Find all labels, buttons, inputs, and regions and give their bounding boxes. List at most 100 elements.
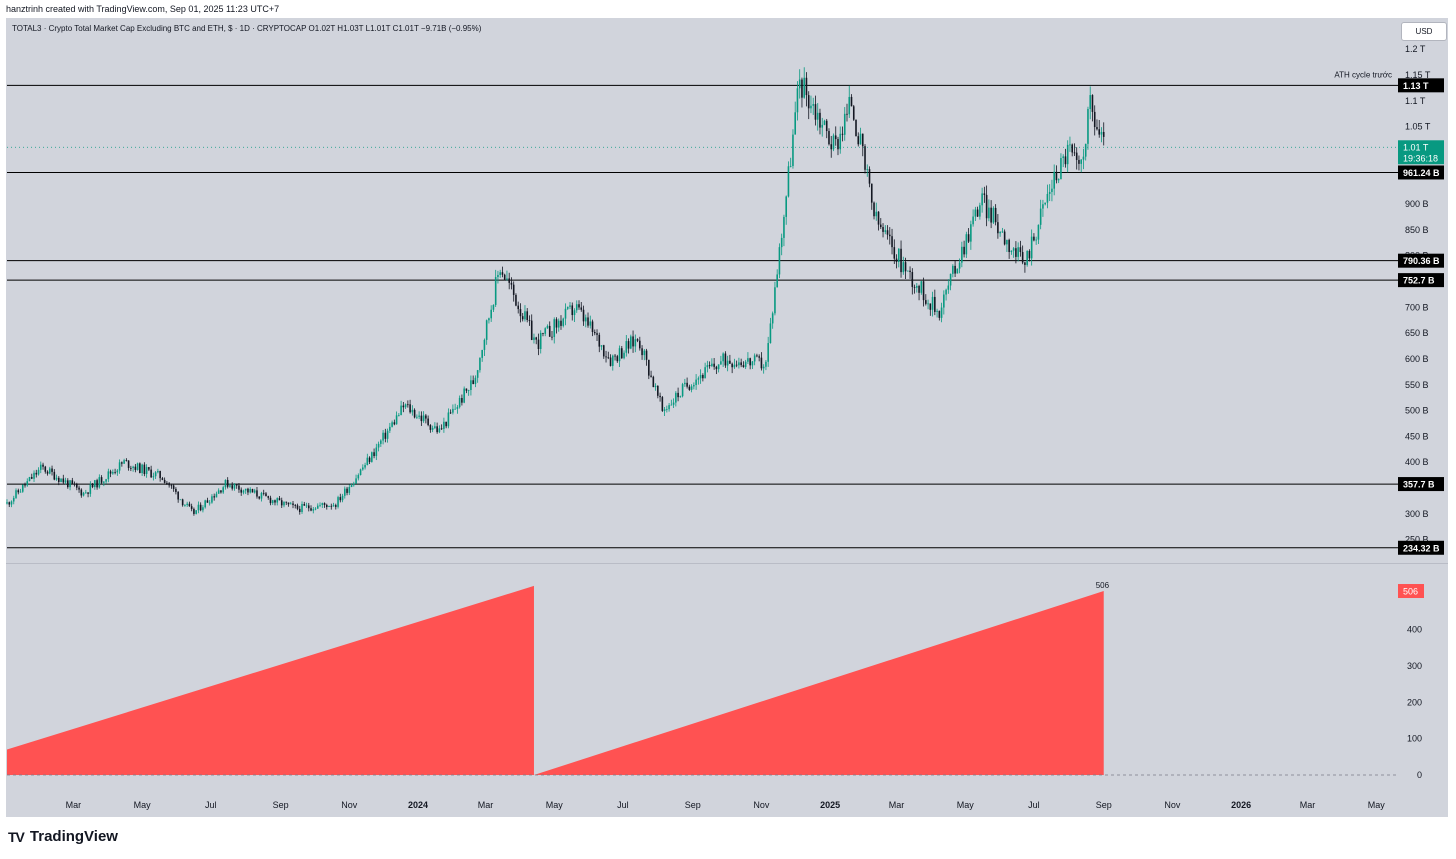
candle-body xyxy=(179,499,182,501)
candle-body xyxy=(55,477,58,480)
candle-body xyxy=(30,477,33,479)
candle-body xyxy=(332,505,335,507)
candle-body xyxy=(1100,131,1103,135)
candle-body xyxy=(170,485,173,487)
candle-body xyxy=(186,503,188,505)
candle-body xyxy=(555,319,558,328)
x-tick-label: Mar xyxy=(478,800,494,810)
candle-body xyxy=(420,415,423,422)
candle-body xyxy=(675,392,677,403)
candle-body xyxy=(952,265,954,274)
level-price-badge xyxy=(1398,273,1444,288)
candle-body xyxy=(886,230,889,235)
candle-body xyxy=(141,464,143,474)
candle-body xyxy=(1087,109,1089,144)
candle-body xyxy=(296,505,299,509)
candle-body xyxy=(659,395,661,398)
candle-body xyxy=(812,104,815,106)
candle-body xyxy=(427,418,429,426)
candle-body xyxy=(1003,231,1006,245)
candle-body xyxy=(553,319,556,337)
candle-body xyxy=(73,483,76,485)
candle-body xyxy=(377,443,380,448)
candle-body xyxy=(497,274,499,278)
candle-body xyxy=(636,339,639,341)
candle-body xyxy=(600,345,603,347)
candle-body xyxy=(805,77,808,96)
candle-body xyxy=(418,415,420,417)
candle-body xyxy=(823,120,826,125)
y-tick-label: 250 B xyxy=(1405,535,1429,545)
candle-body xyxy=(467,389,470,391)
candle-body xyxy=(521,316,524,320)
candle-body xyxy=(990,207,992,223)
candle-body xyxy=(382,432,384,441)
candle-body xyxy=(747,358,749,362)
candle-body xyxy=(1071,144,1073,153)
candle-body xyxy=(517,305,520,310)
candle-body xyxy=(614,355,616,357)
level-price-label: 790.36 B xyxy=(1403,256,1440,266)
currency-selector[interactable]: USD xyxy=(1401,22,1447,41)
candle-body xyxy=(909,270,911,273)
candle-body xyxy=(215,493,218,498)
candle-body xyxy=(285,501,288,503)
candle-body xyxy=(1064,156,1067,165)
pane-separator[interactable] xyxy=(6,563,1448,564)
candle-body xyxy=(891,236,893,248)
candle-body xyxy=(235,483,238,486)
candle-body xyxy=(652,376,655,388)
candle-body xyxy=(443,421,445,429)
candle-body xyxy=(512,284,515,295)
candle-body xyxy=(1062,156,1064,159)
candle-body xyxy=(411,409,414,413)
candle-body xyxy=(913,286,916,288)
candle-body xyxy=(720,361,722,365)
brand[interactable]: TV TradingView xyxy=(8,828,118,845)
candle-body xyxy=(48,468,51,474)
candle-body xyxy=(431,427,434,430)
candle-body xyxy=(630,336,632,349)
candle-body xyxy=(472,380,474,385)
candle-body xyxy=(893,247,896,259)
candle-body xyxy=(670,404,673,406)
candle-body xyxy=(229,485,231,487)
candle-body xyxy=(224,479,227,488)
candle-body xyxy=(900,248,902,273)
candle-body xyxy=(96,480,98,488)
candle-body xyxy=(177,491,179,500)
candle-body xyxy=(168,483,170,486)
candle-body xyxy=(244,488,247,491)
candle-body xyxy=(1048,191,1051,194)
candle-body xyxy=(562,318,565,326)
level-price-label: 752.7 B xyxy=(1403,276,1435,286)
candle-body xyxy=(778,247,781,275)
candle-body xyxy=(733,364,736,368)
candle-body xyxy=(247,488,249,493)
candle-body xyxy=(1078,159,1080,164)
candle-body xyxy=(1084,143,1087,157)
candle-body xyxy=(542,332,544,334)
candle-body xyxy=(645,350,648,360)
candle-body xyxy=(202,507,204,511)
candle-body xyxy=(983,193,986,195)
candle-body xyxy=(323,503,326,505)
candle-body xyxy=(965,234,968,255)
candle-body xyxy=(222,487,224,493)
candle-body xyxy=(1057,179,1060,181)
candle-body xyxy=(841,133,844,135)
candle-body xyxy=(1096,127,1098,130)
candle-body xyxy=(195,510,197,514)
indicator-area-segment xyxy=(7,585,534,775)
candle-body xyxy=(465,388,468,391)
candle-body xyxy=(1093,111,1096,128)
candle-body xyxy=(627,341,630,349)
candle-body xyxy=(456,407,459,409)
candle-body xyxy=(334,505,337,507)
candle-body xyxy=(314,508,317,510)
x-tick-label: Mar xyxy=(889,800,905,810)
candle-body xyxy=(974,209,977,217)
x-tick-label: Sep xyxy=(685,800,701,810)
candle-body xyxy=(89,484,92,494)
